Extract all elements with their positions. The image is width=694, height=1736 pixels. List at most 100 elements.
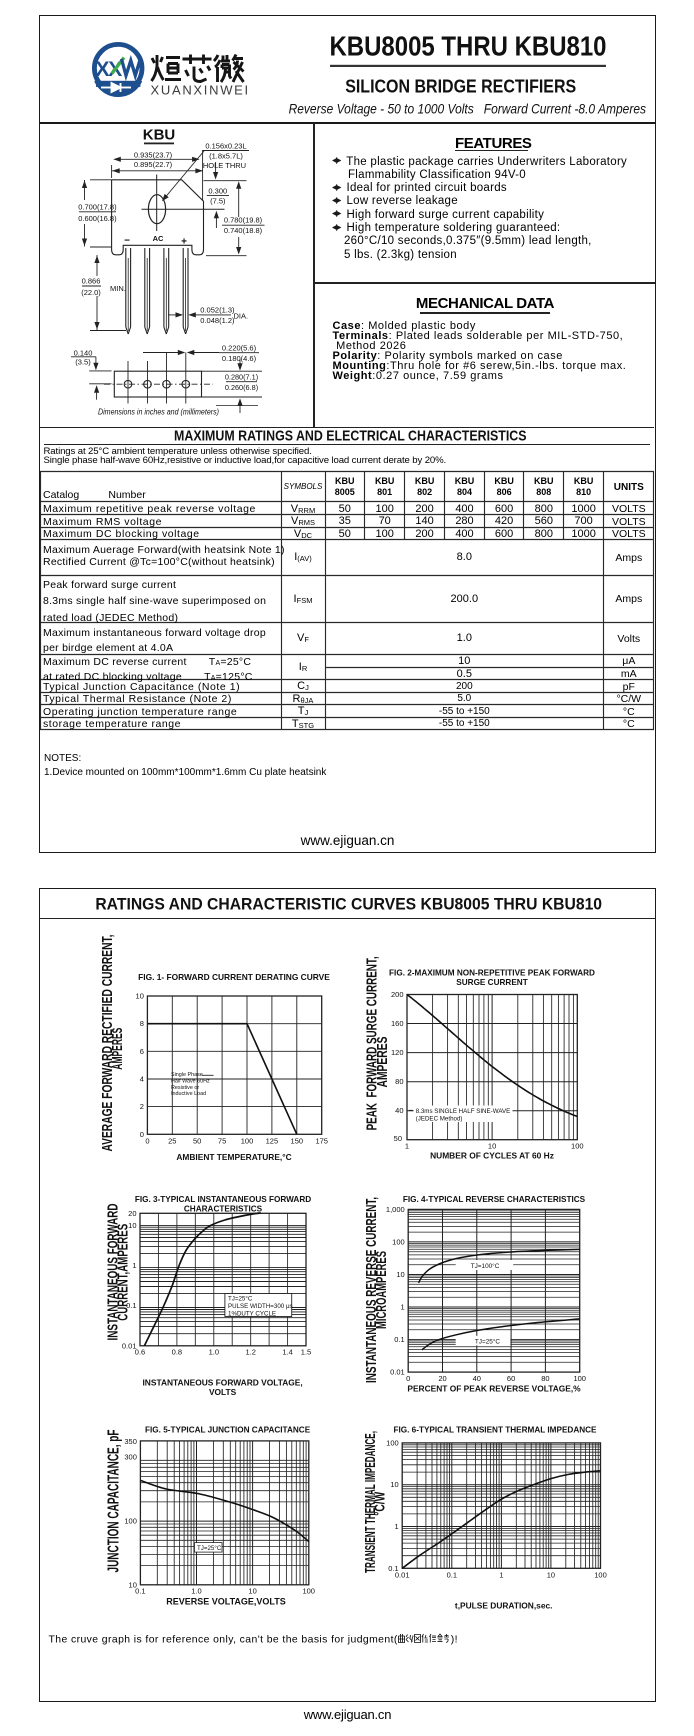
svg-text:0: 0: [145, 1137, 149, 1146]
svg-text:100: 100: [573, 1374, 586, 1383]
svg-text:Reverse Voltage - 50 to 1000 V: Reverse Voltage - 50 to 1000 Volts Forwa…: [289, 102, 646, 117]
svg-text:10: 10: [396, 1270, 404, 1279]
svg-text:0.700(17.8): 0.700(17.8): [78, 203, 117, 212]
svg-text:(JEDEC Method): (JEDEC Method): [416, 1116, 463, 1123]
svg-text:50: 50: [394, 1134, 402, 1143]
svg-text:0.01: 0.01: [390, 1368, 405, 1377]
svg-text:1.4: 1.4: [282, 1348, 292, 1357]
svg-text:MIN.: MIN.: [110, 284, 126, 293]
svg-text:25: 25: [168, 1137, 176, 1146]
svg-text:NUMBER OF CYCLES AT 60 Hz: NUMBER OF CYCLES AT 60 Hz: [430, 1151, 554, 1161]
svg-text:0.01: 0.01: [395, 1571, 410, 1580]
svg-text:FIG. 1- FORWARD CURRENT DERATI: FIG. 1- FORWARD CURRENT DERATING CURVE: [138, 972, 330, 982]
svg-text:10: 10: [547, 1571, 555, 1580]
svg-text:CHARACTERISTICS: CHARACTERISTICS: [184, 1205, 263, 1214]
svg-text:AMBIENT TEMPERATURE,°C: AMBIENT TEMPERATURE,°C: [176, 1152, 291, 1162]
svg-text:FIG. 2-MAXIMUM NON-REPETITIVE: FIG. 2-MAXIMUM NON-REPETITIVE PEAK FORWA…: [389, 969, 595, 978]
svg-text:0.156x0.23L: 0.156x0.23L: [205, 142, 246, 151]
svg-text:1.0: 1.0: [191, 1587, 201, 1596]
svg-text:KBU: KBU: [143, 127, 176, 144]
svg-text:0.895(22.7): 0.895(22.7): [134, 160, 173, 169]
svg-text:DIA.: DIA.: [234, 312, 249, 321]
svg-text:0.220(5.6): 0.220(5.6): [222, 343, 257, 352]
svg-text:+: +: [181, 237, 187, 248]
svg-text:FIG. 4-TYPICAL REVERSE CHARACT: FIG. 4-TYPICAL REVERSE CHARACTERISTICS: [403, 1195, 586, 1204]
svg-text:0.052(1.3): 0.052(1.3): [200, 305, 235, 314]
svg-text:REVERSE VOLTAGE,VOLTS: REVERSE VOLTAGE,VOLTS: [166, 1597, 286, 1607]
svg-text:0.140: 0.140: [74, 348, 93, 357]
svg-text:2: 2: [140, 1102, 144, 1111]
svg-text:1.2: 1.2: [245, 1348, 255, 1357]
svg-text:100: 100: [571, 1142, 584, 1151]
svg-text:100: 100: [302, 1587, 315, 1596]
svg-text:10: 10: [390, 1480, 398, 1489]
svg-text:10: 10: [129, 1580, 137, 1589]
svg-text:Inductive Load: Inductive Load: [171, 1091, 206, 1097]
svg-text:INSTANTANEOUS REVERSE CURRENT,: INSTANTANEOUS REVERSE CURRENT,: [363, 1197, 380, 1383]
svg-text:XX: XX: [96, 58, 123, 81]
svg-text:TJ=100°C: TJ=100°C: [471, 1262, 500, 1270]
svg-text:300: 300: [124, 1453, 137, 1462]
svg-text:20: 20: [128, 1209, 136, 1218]
svg-text:0.300: 0.300: [208, 186, 227, 195]
svg-text:SILICON BRIDGE RECTIFIERS: SILICON BRIDGE RECTIFIERS: [345, 77, 576, 97]
svg-text:XUANXINWEI: XUANXINWEI: [151, 83, 250, 98]
svg-text:40: 40: [395, 1106, 403, 1115]
svg-text:0.866: 0.866: [82, 277, 101, 286]
svg-text:0.180(4.6): 0.180(4.6): [222, 354, 257, 363]
svg-text:AMPERES: AMPERES: [374, 1037, 391, 1088]
svg-text:RATINGS AND CHARACTERISTIC CUR: RATINGS AND CHARACTERISTIC CURVES KBU800…: [95, 894, 602, 913]
svg-text:0: 0: [406, 1374, 410, 1383]
svg-text:100: 100: [241, 1137, 254, 1146]
svg-text:FIG. 5-TYPICAL JUNCTION CAPACI: FIG. 5-TYPICAL JUNCTION CAPACITANCE: [145, 1426, 311, 1435]
svg-text:AC: AC: [153, 234, 164, 243]
svg-text:160: 160: [391, 1019, 404, 1028]
svg-text:1.0: 1.0: [209, 1348, 219, 1357]
svg-text:Resistive or: Resistive or: [171, 1085, 199, 1091]
svg-text:CURRENT,AMPERES: CURRENT,AMPERES: [115, 1224, 132, 1321]
svg-text:VOLTS: VOLTS: [209, 1387, 237, 1397]
svg-text:1,000: 1,000: [386, 1205, 405, 1214]
svg-text:1: 1: [132, 1261, 136, 1270]
svg-text:AMPERES: AMPERES: [109, 1028, 126, 1070]
svg-text:1: 1: [401, 1303, 405, 1312]
svg-text:(7.5): (7.5): [210, 196, 226, 205]
svg-text:60: 60: [507, 1374, 515, 1383]
svg-text:TJ=25°C: TJ=25°C: [475, 1338, 500, 1346]
svg-text:150: 150: [291, 1137, 304, 1146]
svg-text:100: 100: [392, 1237, 405, 1246]
svg-text:PERCENT OF PEAK REVERSE VOLTAG: PERCENT OF PEAK REVERSE VOLTAGE,%: [407, 1384, 581, 1394]
svg-text:TJ=25°C: TJ=25°C: [197, 1545, 222, 1552]
svg-text:1: 1: [499, 1571, 503, 1580]
svg-text:1: 1: [405, 1142, 409, 1151]
svg-text:HOLE THRU: HOLE THRU: [203, 161, 246, 170]
svg-text:20: 20: [438, 1374, 446, 1383]
svg-text:80: 80: [395, 1077, 403, 1086]
svg-text:SURGE CURRENT: SURGE CURRENT: [456, 978, 527, 987]
svg-text:KBU8005 THRU KBU810: KBU8005 THRU KBU810: [330, 31, 607, 62]
svg-text:0.1: 0.1: [135, 1587, 145, 1596]
svg-text:0.780(19.8): 0.780(19.8): [224, 216, 263, 225]
svg-text:0.048(1.2): 0.048(1.2): [200, 316, 235, 325]
svg-text:0.1: 0.1: [447, 1571, 457, 1580]
svg-text:TJ=25°C: TJ=25°C: [228, 1296, 253, 1303]
svg-text:10: 10: [136, 992, 144, 1001]
svg-text:350: 350: [124, 1437, 137, 1446]
svg-text:125: 125: [266, 1137, 279, 1146]
svg-text:TRANSIENT THERMAL IMPEDANCE,: TRANSIENT THERMAL IMPEDANCE,: [362, 1431, 379, 1573]
svg-text:4: 4: [140, 1075, 144, 1084]
svg-text:(3.5): (3.5): [75, 357, 91, 366]
svg-text:10: 10: [248, 1587, 256, 1596]
svg-text:100: 100: [124, 1517, 137, 1526]
svg-text:Dimensions in inches and (mill: Dimensions in inches and (millimeters): [98, 407, 219, 417]
svg-text:PULSE WIDTH=300 μs: PULSE WIDTH=300 μs: [228, 1303, 293, 1310]
svg-text:0.8: 0.8: [172, 1348, 182, 1357]
svg-text:120: 120: [391, 1048, 404, 1057]
svg-text:6: 6: [140, 1047, 144, 1056]
svg-text:INSTANTANEOUS FORWARD VOLTAGE,: INSTANTANEOUS FORWARD VOLTAGE,: [142, 1378, 302, 1388]
svg-text:Half Wave 60Hz: Half Wave 60Hz: [171, 1078, 210, 1084]
svg-text:10: 10: [128, 1221, 136, 1230]
svg-text:1.5: 1.5: [301, 1348, 311, 1357]
svg-text:175: 175: [315, 1137, 328, 1146]
svg-text:200: 200: [391, 990, 404, 999]
